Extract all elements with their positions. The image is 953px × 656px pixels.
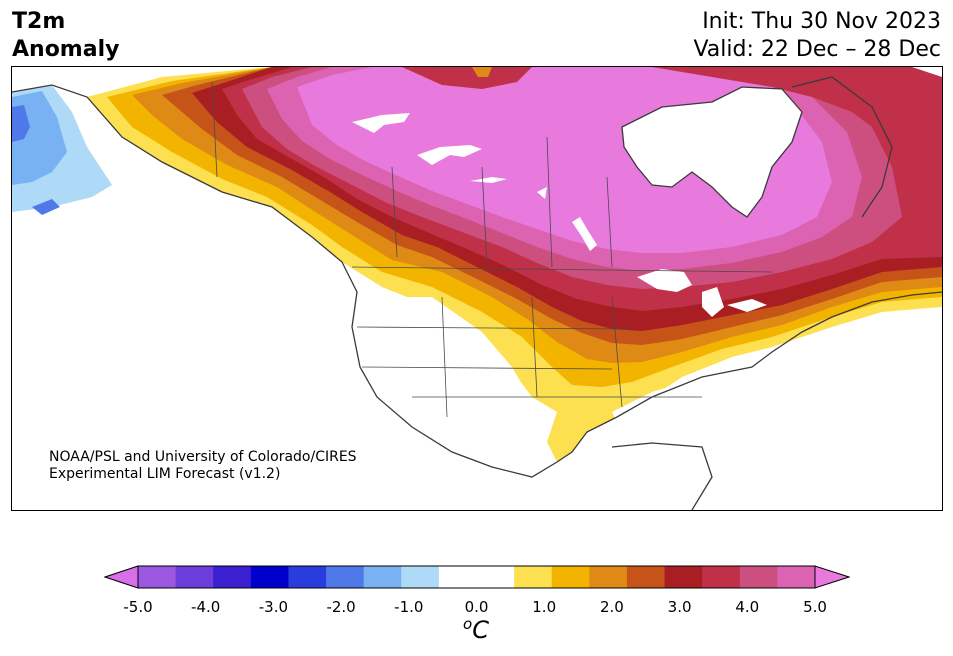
arctic-warm-cap [402,67,942,127]
colorbar-cell [777,566,816,588]
forecast-dates: Init: Thu 30 Nov 2023 Valid: 22 Dec – 28… [693,8,941,64]
colorbar-unit: oC [463,615,489,644]
init-date: Init: Thu 30 Nov 2023 [702,9,941,34]
forecast-credit: NOAA/PSL and University of Colorado/CIRE… [49,449,357,483]
great-slave-lake [417,145,482,165]
cold-region-blue [12,105,60,215]
political-borders [211,81,773,418]
colorbar-right-extension [814,565,850,589]
atlantic-north [882,67,942,77]
colorbar-cell [213,566,252,588]
credit-line-1: NOAA/PSL and University of Colorado/CIRE… [49,449,357,465]
southeast-neutral [612,367,772,439]
colorbar-tick-label: -3.0 [258,598,289,616]
coastlines [12,76,942,510]
colorbar-cell [476,566,515,588]
credit-line-2: Experimental LIM Forecast (v1.2) [49,466,281,482]
colorbar-cell [363,566,402,588]
title-line-1: T2m [12,9,66,34]
colorbar-tick-label: 2.0 [599,598,624,616]
gulf-of-mexico [572,443,712,510]
colorbar-cell [138,566,177,588]
colorbar-tick-label: 1.0 [532,598,557,616]
hudson-bay [622,87,802,217]
colorbar-tick-label: 3.0 [667,598,692,616]
colorbar-cell [739,566,778,588]
pacific-ocean [12,217,432,510]
great-lakes [637,269,767,317]
map-title: T2m Anomaly [12,8,119,64]
arctic-ocean-gap [12,67,87,92]
colorbar-cell [326,566,365,588]
colorbar-cell [175,566,214,588]
great-bear-lake [352,113,410,133]
colorbar-tick-label: -1.0 [394,598,424,616]
reindeer-lake [537,187,547,199]
arctic-peak [472,67,492,77]
colorbar-cell [702,566,741,588]
colorbar-cell [514,566,553,588]
colorbar-cell [626,566,666,588]
colorbar-tick-label: -4.0 [191,598,221,616]
colorbar-cell [664,566,703,588]
colorbar-cell [589,566,628,588]
colorbar-cell [250,566,289,588]
unit-letter: C [472,616,489,644]
map-canvas [12,67,942,510]
colorbar-outline [137,565,816,589]
title-line-2: Anomaly [12,37,120,62]
lake-winnipeg [572,217,597,251]
colorbar-tick-label: 4.0 [735,598,760,616]
colorbar-cells [138,566,816,588]
colorbar-tick-label: -2.0 [326,598,356,616]
colorbar-tick-label: 0.0 [464,598,489,616]
colorbar-tick-label: -5.0 [123,598,153,616]
colorbar-cell [438,566,477,588]
colorbar-cell [551,566,590,588]
colorbar-cell [288,566,327,588]
valid-range: Valid: 22 Dec – 28 Dec [693,37,941,62]
colorbar-left-extension [104,565,139,589]
unit-degree: o [463,615,473,633]
southwest-neutral [352,297,557,477]
anomaly-map: NOAA/PSL and University of Colorado/CIRE… [11,66,943,511]
colorbar [104,565,850,589]
colorbar-cell [401,566,440,588]
colorbar-tick-label: 5.0 [803,598,827,616]
lake-athabasca [470,177,507,183]
